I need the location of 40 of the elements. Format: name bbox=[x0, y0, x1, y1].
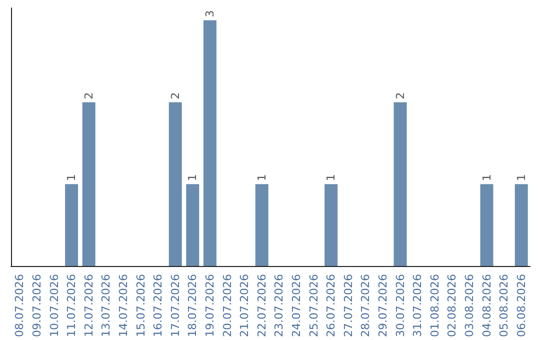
data-label: 1 bbox=[324, 174, 338, 182]
x-tick-label: 22.07.2026 bbox=[255, 274, 268, 338]
x-tick-label: 02.08.2026 bbox=[446, 274, 459, 338]
x-tick-label: 29.07.2026 bbox=[376, 274, 390, 338]
x-tick-label: 12.07.2026 bbox=[82, 274, 96, 338]
x-tick-label: 18.07.2026 bbox=[186, 274, 200, 338]
x-tick-label: 24.07.2026 bbox=[290, 274, 303, 338]
x-tick-label: 20.07.2026 bbox=[220, 274, 234, 338]
x-tick-label: 14.07.2026 bbox=[116, 274, 130, 338]
data-label: 3 bbox=[203, 10, 216, 18]
data-label: 1 bbox=[514, 174, 528, 182]
x-tick-label: 01.08.2026 bbox=[428, 274, 442, 338]
x-tick-label: 06.08.2026 bbox=[514, 274, 528, 338]
x-tick-label: 26.07.2026 bbox=[324, 274, 338, 338]
data-label: 1 bbox=[255, 174, 268, 182]
x-tick-label: 13.07.2026 bbox=[100, 274, 113, 338]
x-tick-label: 11.07.2026 bbox=[65, 274, 78, 338]
data-label: 1 bbox=[65, 174, 78, 182]
x-tick-label: 08.07.2026 bbox=[13, 274, 26, 338]
data-label: 1 bbox=[480, 174, 494, 182]
x-tick-label: 09.07.2026 bbox=[30, 274, 44, 338]
x-tick-label: 25.07.2026 bbox=[307, 274, 320, 338]
data-label: 2 bbox=[168, 92, 182, 100]
x-tick-label: 10.07.2026 bbox=[48, 274, 61, 338]
data-label: 2 bbox=[394, 92, 407, 100]
x-tick-label: 23.07.2026 bbox=[272, 274, 286, 338]
x-tick-label: 19.07.2026 bbox=[203, 274, 216, 338]
x-tick-label: 15.07.2026 bbox=[134, 274, 148, 338]
data-label: 2 bbox=[82, 92, 96, 100]
x-tick-label: 28.07.2026 bbox=[359, 274, 372, 338]
x-tick-label: 05.08.2026 bbox=[498, 274, 511, 338]
x-tick-label: 03.08.2026 bbox=[462, 274, 476, 338]
x-tick-label: 27.07.2026 bbox=[342, 274, 355, 338]
x-tick-label: 30.07.2026 bbox=[394, 274, 407, 338]
x-tick-label: 31.07.2026 bbox=[411, 274, 424, 338]
x-tick-label: 16.07.2026 bbox=[152, 274, 165, 338]
x-tick-label: 21.07.2026 bbox=[238, 274, 252, 338]
x-tick-label: 17.07.2026 bbox=[168, 274, 182, 338]
x-tick-label: 04.08.2026 bbox=[480, 274, 494, 338]
data-label: 1 bbox=[186, 174, 200, 182]
